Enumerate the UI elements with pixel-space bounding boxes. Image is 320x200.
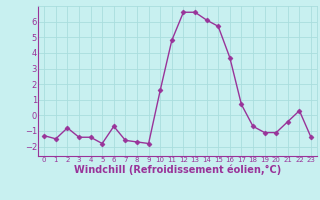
X-axis label: Windchill (Refroidissement éolien,°C): Windchill (Refroidissement éolien,°C) <box>74 165 281 175</box>
